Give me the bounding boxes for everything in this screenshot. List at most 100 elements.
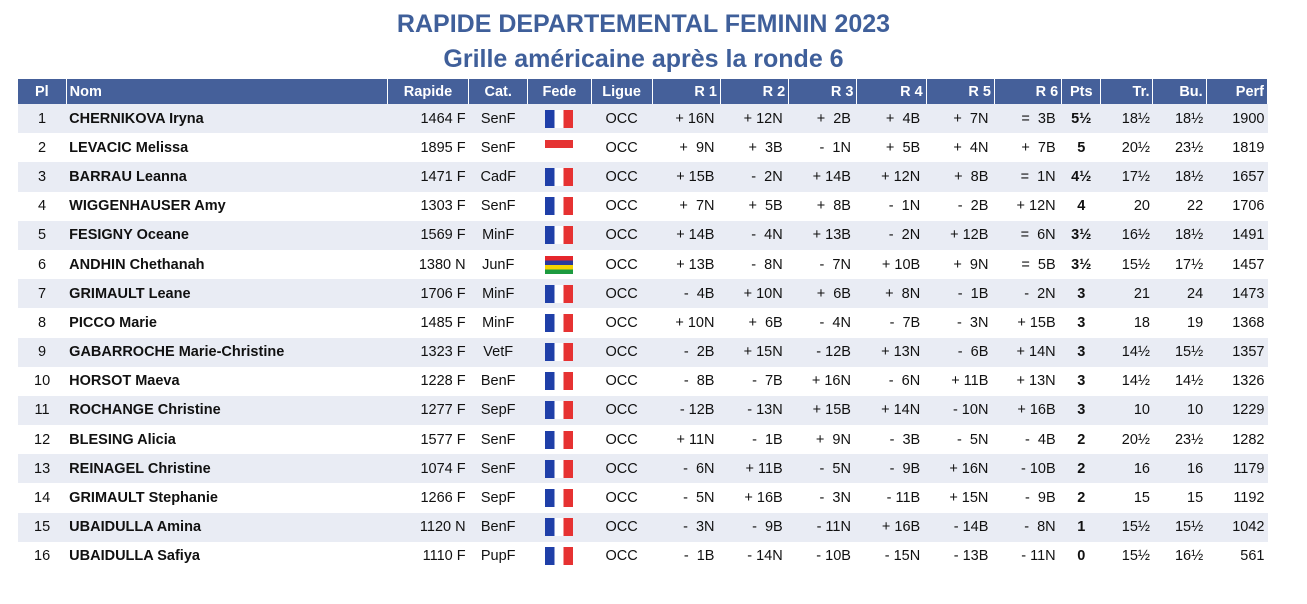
table-row: 1 CHERNIKOVA Iryna 1464 F SenF OCC + 16N + 12N… (18, 104, 1268, 134)
cell-pl: 12 (18, 425, 67, 455)
fr-flag-icon (545, 313, 574, 332)
col-header-r3: R 3 (788, 79, 858, 104)
cell-r5: - 6B (926, 337, 995, 367)
cell-perf: 1042 (1206, 512, 1268, 542)
cell-r2: + 3B (720, 133, 789, 163)
col-header-r6: R 6 (994, 79, 1063, 104)
cell-r4: - 11B (856, 483, 927, 513)
standings-table: Pl Nom Rapide Cat. Fede Ligue R 1 R 2 R … (18, 79, 1269, 571)
cell-perf: 1457 (1206, 249, 1268, 280)
table-row: 16 UBAIDULLA Safiya 1110 F PupF OCC - 1B - 14N… (18, 541, 1268, 571)
cell-rapide: 1228 F (387, 366, 469, 396)
cell-bu: 18½ (1152, 104, 1207, 134)
cell-bu: 23½ (1152, 133, 1207, 163)
cell-r5: + 9N (926, 249, 995, 280)
cell-tr: 15½ (1100, 249, 1153, 280)
cell-r4: - 2N (856, 220, 927, 250)
cell-ligue: OCC (591, 249, 653, 280)
cell-perf: 1900 (1206, 104, 1268, 134)
cell-pl: 2 (18, 133, 67, 163)
cell-tr: 10 (1100, 395, 1153, 426)
cell-cat: SepF (468, 395, 528, 426)
cell-rapide: 1303 F (387, 191, 469, 221)
table-row: 10 HORSOT Maeva 1228 F BenF OCC - 8B - 7B + 16N… (18, 366, 1268, 396)
fr-flag-icon (545, 547, 574, 566)
cell-pts: 3½ (1061, 249, 1101, 280)
cell-tr: 20 (1100, 191, 1153, 221)
cell-r6: + 13N (994, 366, 1062, 396)
cell-ligue: OCC (591, 366, 653, 396)
table-row: 12 BLESING Alicia 1577 F SenF OCC + 11N - 1B + … (18, 425, 1268, 455)
cell-fede (527, 337, 592, 367)
cell-r1: - 8B (652, 366, 721, 396)
cell-rapide: 1110 F (387, 541, 469, 571)
cell-r4: + 14N (856, 395, 927, 426)
page-subtitle: Grille américaine après la ronde 6 (443, 45, 844, 73)
cell-r5: - 10N (926, 395, 995, 426)
col-header-ligue: Ligue (591, 79, 653, 104)
page-title: RAPIDE DEPARTEMENTAL FEMININ 2023 (396, 10, 891, 38)
cell-fede (527, 104, 592, 134)
cell-bu: 19 (1152, 308, 1207, 338)
col-header-fede: Fede (527, 79, 592, 104)
cell-pl: 5 (18, 220, 67, 250)
cell-r6: - 8N (994, 512, 1062, 542)
cell-tr: 14½ (1100, 337, 1153, 367)
fr-flag-icon (545, 401, 574, 420)
table-row: 14 GRIMAULT Stephanie 1266 F SepF OCC - 5N + 1… (18, 483, 1268, 513)
cell-r5: + 11B (926, 366, 995, 396)
cell-bu: 15½ (1152, 512, 1207, 542)
cell-pl: 6 (18, 249, 67, 280)
cell-r6: + 7B (994, 133, 1062, 163)
fr-flag-icon (545, 109, 574, 128)
cell-pts: 2 (1061, 454, 1101, 484)
cell-fede (527, 133, 592, 163)
cell-pts: 4 (1061, 191, 1101, 221)
cell-r2: - 7B (720, 366, 789, 396)
fr-flag-icon (545, 430, 574, 449)
cell-r1: + 13B (652, 249, 721, 280)
cell-bu: 16½ (1152, 541, 1207, 571)
col-header-r4: R 4 (856, 79, 927, 104)
cell-r6: - 11N (994, 541, 1062, 571)
cell-fede (527, 366, 592, 396)
cell-pl: 15 (18, 512, 67, 542)
cell-r5: - 13B (926, 541, 995, 571)
cell-bu: 22 (1152, 191, 1207, 221)
fr-flag-icon (545, 284, 574, 303)
cell-bu: 17½ (1152, 249, 1207, 280)
fr-flag-icon (545, 459, 574, 478)
cell-r3: - 5N (788, 454, 857, 484)
cell-nom: REINAGEL Christine (66, 454, 388, 484)
cell-cat: MinF (468, 308, 528, 338)
cell-pts: 1 (1061, 512, 1101, 542)
col-header-r2: R 2 (720, 79, 790, 104)
col-header-pts: Pts (1061, 79, 1102, 104)
cell-cat: SepF (468, 483, 528, 513)
cell-r5: + 7N (926, 104, 995, 134)
table-row: 4 WIGGENHAUSER Amy 1303 F SenF OCC + 7N + 5B + … (18, 191, 1268, 221)
cell-nom: UBAIDULLA Safiya (66, 541, 388, 571)
cell-r6: - 9B (994, 483, 1062, 513)
cell-r3: - 12B (788, 337, 857, 367)
cell-r6: = 5B (994, 249, 1062, 280)
cell-r2: + 15N (720, 337, 789, 367)
cell-ligue: OCC (591, 104, 653, 134)
cell-perf: 1657 (1206, 162, 1268, 192)
cell-r2: + 10N (720, 279, 789, 309)
cell-r4: + 8N (856, 279, 927, 309)
cell-r3: + 16N (788, 366, 857, 396)
cell-perf: 1368 (1206, 308, 1268, 338)
cell-tr: 16 (1100, 454, 1153, 484)
cell-r1: - 6N (652, 454, 721, 484)
col-header-tr: Tr. (1100, 79, 1154, 104)
cell-pl: 11 (18, 395, 67, 426)
cell-r6: = 6N (994, 220, 1062, 250)
mu-flag-icon (545, 255, 574, 274)
cell-r3: - 4N (788, 308, 857, 338)
cell-perf: 1473 (1206, 279, 1268, 309)
cell-perf: 1706 (1206, 191, 1268, 221)
cell-pts: 2 (1061, 425, 1101, 455)
cell-tr: 20½ (1100, 133, 1153, 163)
table-row: 13 REINAGEL Christine 1074 F SenF OCC - 6N + 1… (18, 454, 1268, 484)
